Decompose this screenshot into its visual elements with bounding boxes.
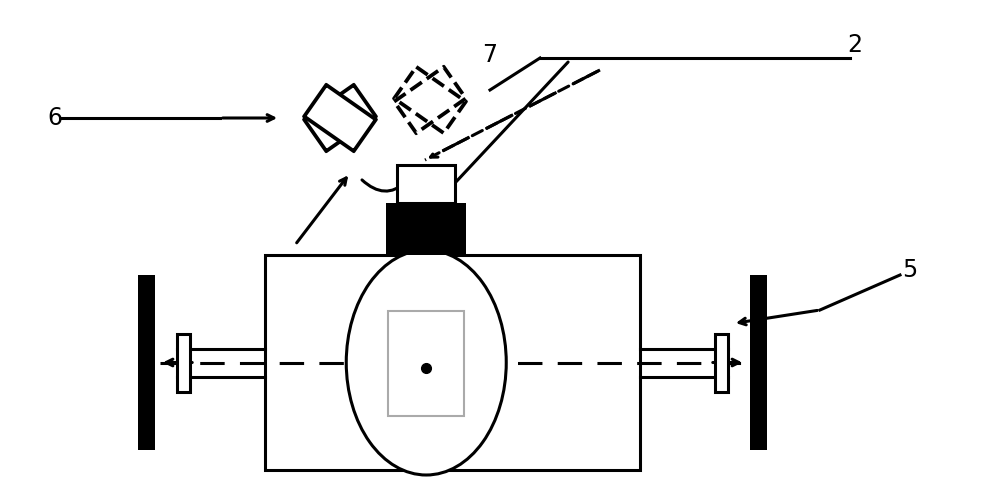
FancyBboxPatch shape: [304, 85, 376, 151]
Text: 7: 7: [482, 43, 498, 67]
Bar: [715, 334, 728, 392]
Bar: [138, 275, 155, 450]
Bar: [397, 165, 455, 203]
Text: 2: 2: [848, 33, 862, 57]
Bar: [386, 203, 466, 255]
Bar: [265, 255, 640, 470]
Ellipse shape: [346, 250, 506, 475]
Bar: [388, 310, 464, 416]
FancyBboxPatch shape: [304, 85, 376, 151]
Bar: [177, 334, 190, 392]
Bar: [750, 275, 767, 450]
Text: 6: 6: [48, 106, 62, 130]
Text: 5: 5: [902, 258, 918, 282]
